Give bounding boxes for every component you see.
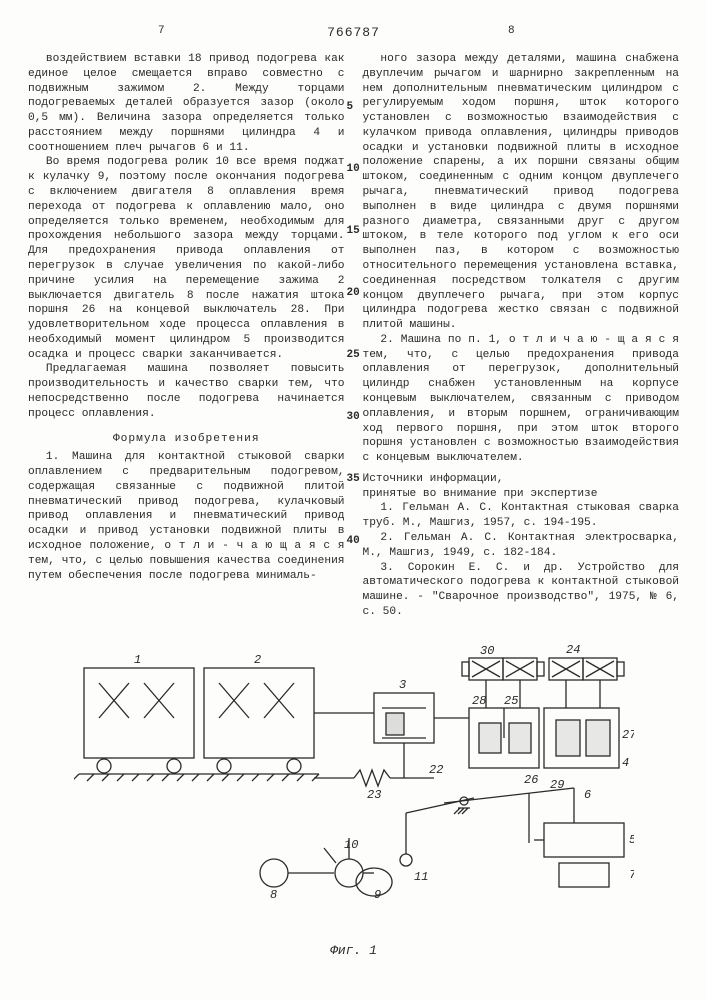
- callout-2: 2: [254, 653, 261, 667]
- callout-9: 9: [374, 888, 381, 902]
- callout-23: 23: [367, 788, 381, 802]
- para-l2: Во время подогрева ролик 10 все время по…: [28, 155, 345, 362]
- callout-28: 28: [472, 694, 486, 708]
- callout-10: 10: [344, 838, 358, 852]
- figure-1: 1 2 3 22 23 24 28 25 26 27 4 30 6 29 5 7…: [28, 638, 679, 959]
- schematic-svg: 1 2 3 22 23 24 28 25 26 27 4 30 6 29 5 7…: [74, 638, 634, 938]
- page-number-right: 8: [508, 24, 515, 39]
- claims-heading: Формула изобретения: [28, 432, 345, 447]
- callout-11: 11: [414, 870, 428, 884]
- callout-30: 30: [480, 644, 494, 658]
- line-num-5: 5: [347, 100, 354, 115]
- para-r1: ного зазора между деталями, машина снабж…: [363, 52, 680, 333]
- line-num-15: 15: [347, 224, 360, 239]
- source-1: 1. Гельман А. С. Контактная стыковая сва…: [363, 501, 680, 531]
- sources-heading: Источники информации, принятые во вниман…: [363, 472, 680, 502]
- callout-7: 7: [629, 868, 634, 882]
- callout-5: 5: [629, 833, 634, 847]
- callout-1: 1: [134, 653, 141, 667]
- callout-26: 26: [524, 773, 538, 787]
- callout-29: 29: [550, 778, 564, 792]
- line-num-20: 20: [347, 286, 360, 301]
- right-column: 5 10 15 20 25 30 35 40 ного зазора между…: [363, 52, 680, 620]
- figure-label: Фиг. 1: [28, 942, 679, 959]
- source-2: 2. Гельман А. С. Контактная электросварк…: [363, 531, 680, 561]
- line-num-25: 25: [347, 348, 360, 363]
- claim-2: 2. Машина по п. 1, о т л и ч а ю - щ а я…: [363, 333, 680, 466]
- line-num-35: 35: [347, 472, 360, 487]
- line-num-10: 10: [347, 162, 360, 177]
- callout-6: 6: [584, 788, 591, 802]
- line-num-30: 30: [347, 410, 360, 425]
- callout-3: 3: [399, 678, 406, 692]
- callout-22: 22: [429, 763, 443, 777]
- claim-1: 1. Машина для контактной стыковой сварки…: [28, 450, 345, 583]
- para-l1: воздействием вставки 18 привод подогрева…: [28, 52, 345, 155]
- line-num-40: 40: [347, 534, 360, 549]
- callout-27: 27: [622, 728, 634, 742]
- page-header: 7 766787 8: [28, 24, 679, 46]
- text-columns: воздействием вставки 18 привод подогрева…: [28, 52, 679, 620]
- source-3: 3. Сорокин Е. С. и др. Устройство для ав…: [363, 561, 680, 620]
- callout-4: 4: [622, 756, 629, 770]
- callout-25: 25: [504, 694, 518, 708]
- para-l3: Предлагаемая машина позволяет повысить п…: [28, 362, 345, 421]
- callout-24: 24: [566, 643, 580, 657]
- patent-number: 766787: [327, 24, 380, 41]
- left-column: воздействием вставки 18 привод подогрева…: [28, 52, 345, 620]
- callout-8: 8: [270, 888, 277, 902]
- page-number-left: 7: [158, 24, 165, 39]
